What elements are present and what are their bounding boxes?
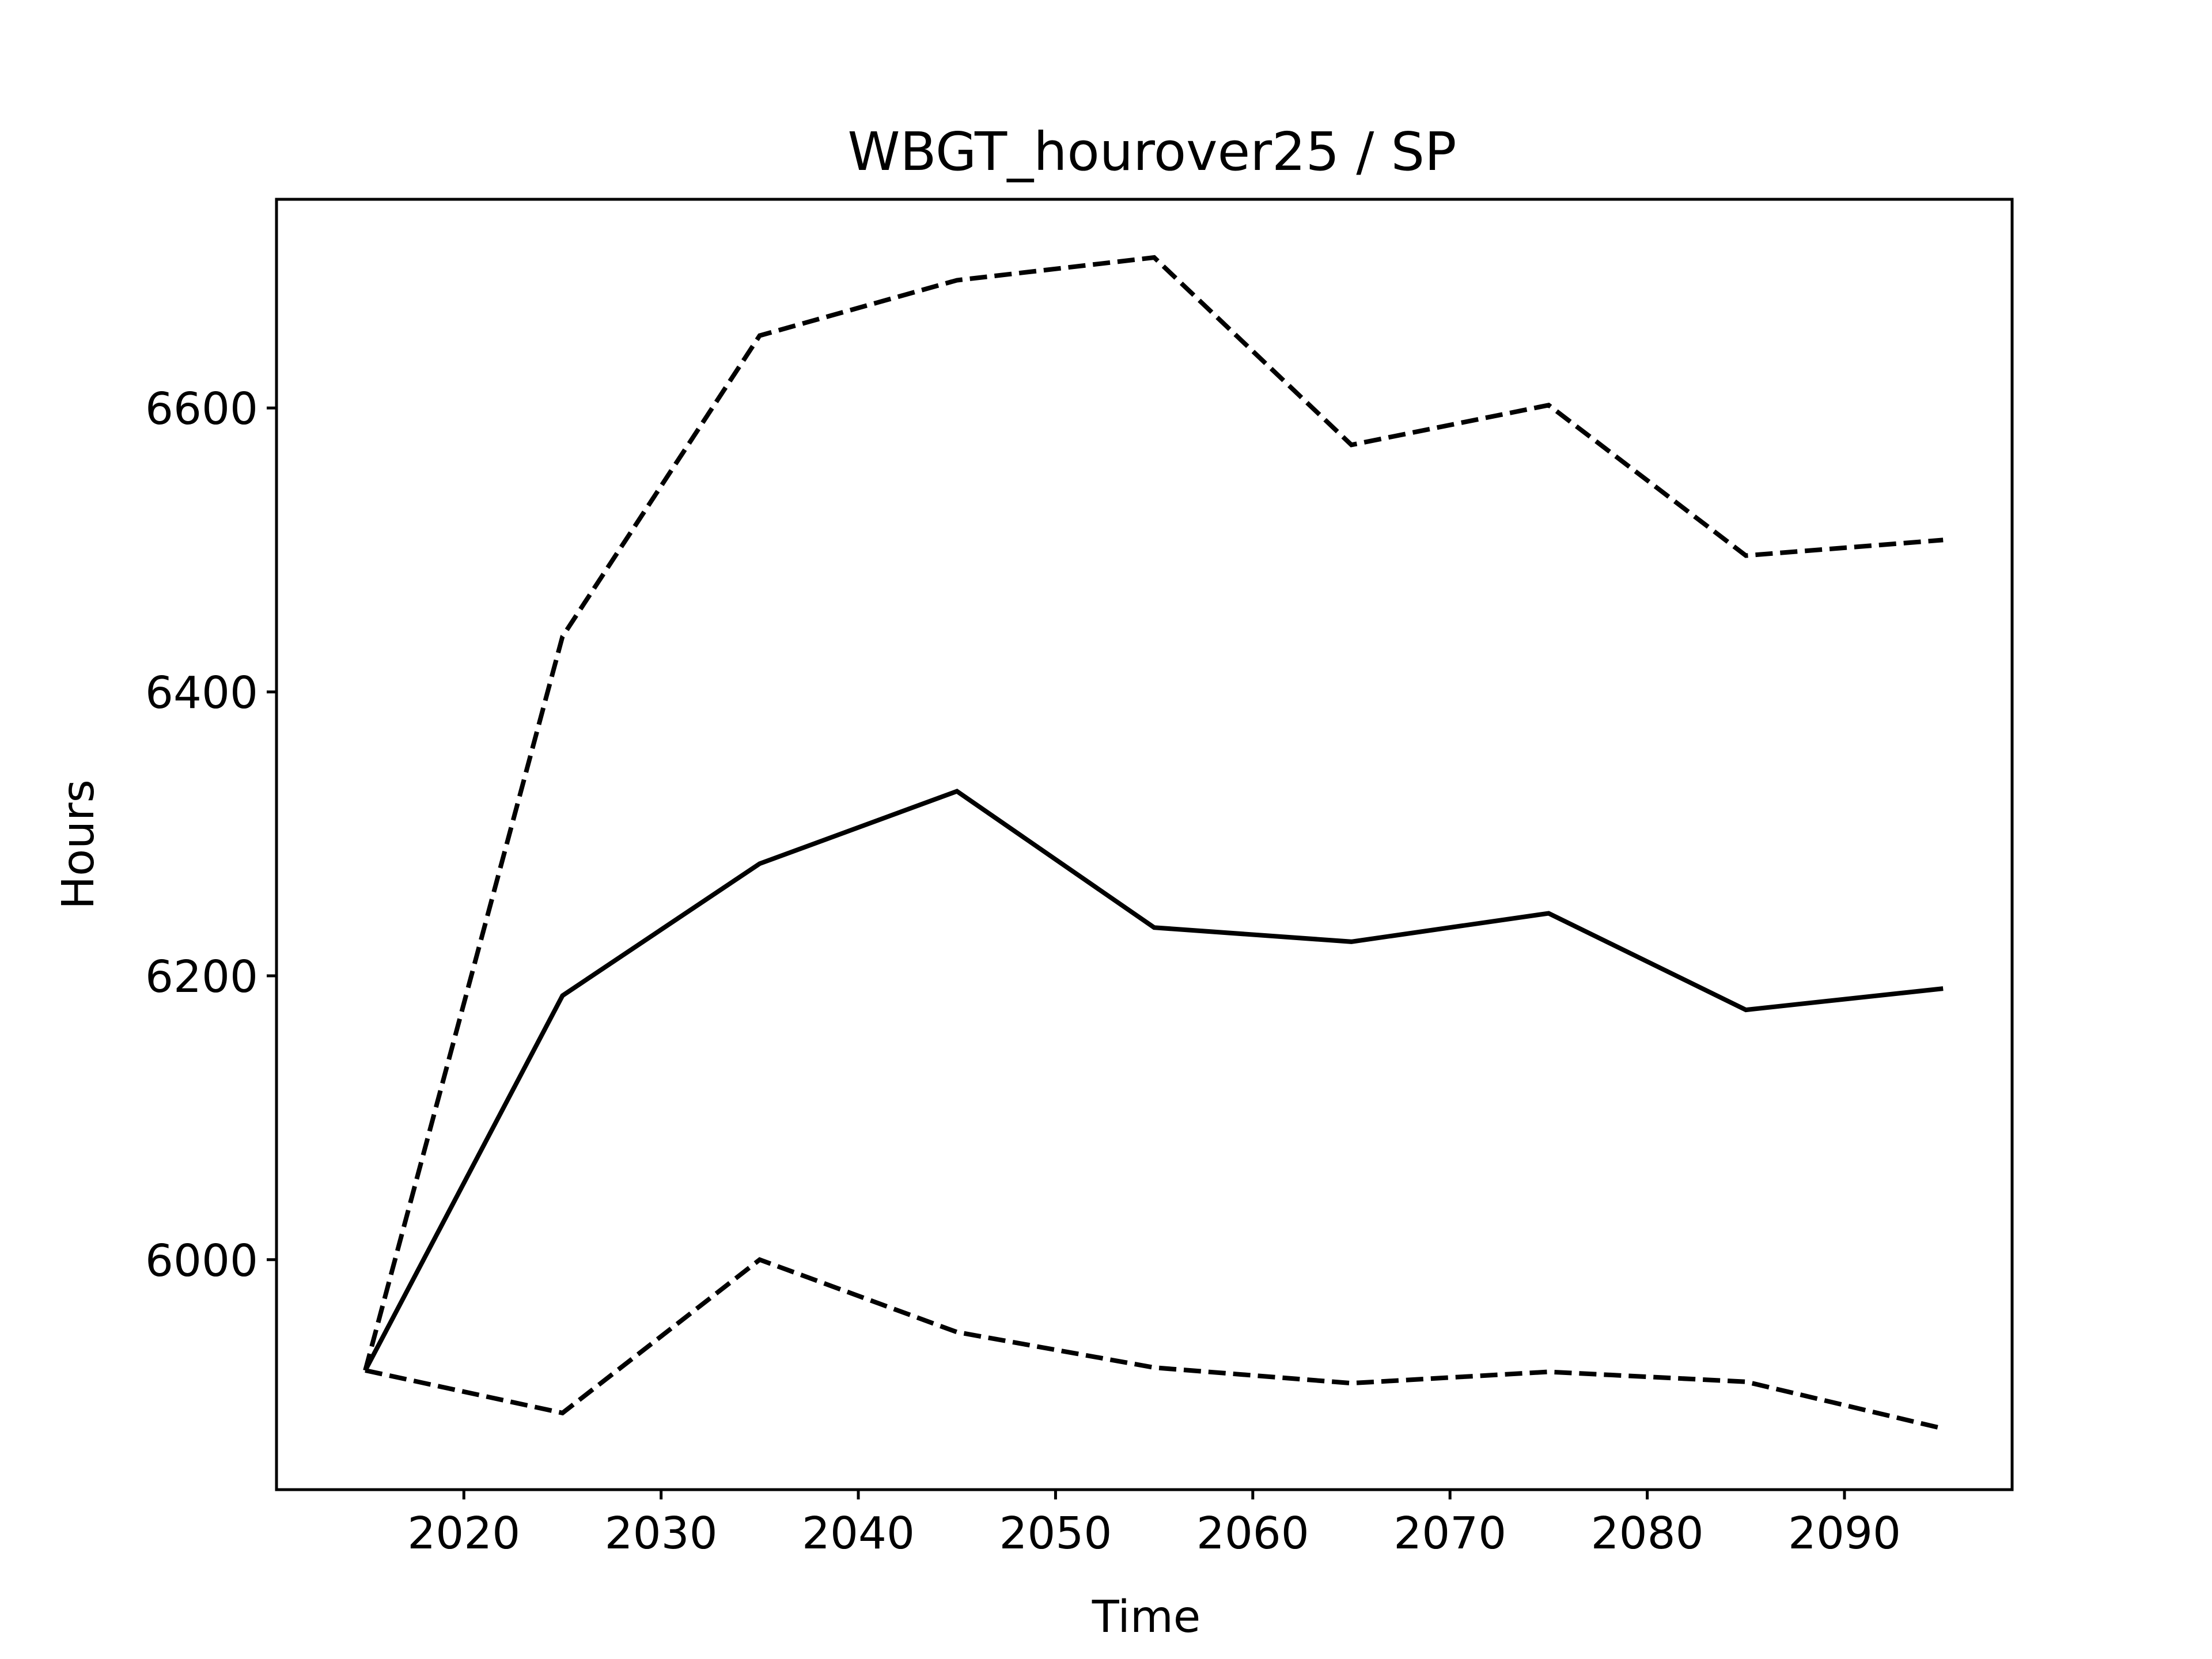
series-line-1 [363, 789, 1944, 1372]
series-line-2 [363, 255, 1944, 1372]
plot-area [275, 198, 2014, 1491]
plot-frame [275, 198, 2014, 1491]
y-tick-label: 6600 [145, 384, 258, 435]
y-tick-label: 6400 [145, 668, 258, 719]
x-tick-label: 2090 [1788, 1508, 1901, 1559]
x-tick-label: 2050 [999, 1508, 1112, 1559]
x-tick-label: 2020 [407, 1508, 520, 1559]
y-tick-label: 6200 [145, 952, 258, 1003]
x-tick-label: 2030 [605, 1508, 718, 1559]
x-axis: 2020 2030 2040 2050 2060 2070 2080 2090 [407, 1490, 1901, 1559]
x-tick-label: 2040 [802, 1508, 915, 1559]
x-tick-label: 2070 [1393, 1508, 1506, 1559]
chart-title: WBGT_hourover25 / SP [848, 121, 1457, 183]
y-axis-label: Hours [53, 779, 104, 910]
series-layer [363, 255, 1944, 1431]
series-line-3 [365, 1257, 1944, 1431]
x-tick-label: 2080 [1591, 1508, 1704, 1559]
x-axis-label: Time [1092, 1592, 1200, 1643]
x-tick-label: 2060 [1196, 1508, 1309, 1559]
y-axis: 6000 6200 6400 6600 [145, 384, 276, 1287]
y-tick-label: 6000 [145, 1236, 258, 1287]
